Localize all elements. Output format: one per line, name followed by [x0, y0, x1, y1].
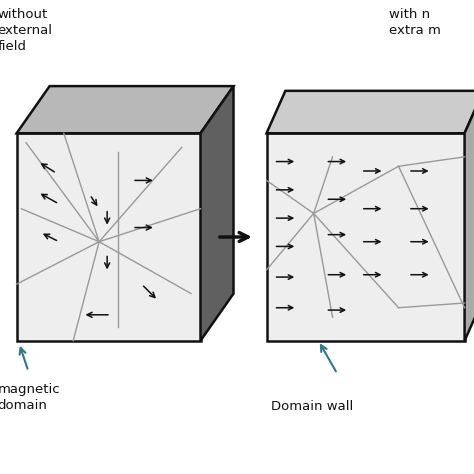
Polygon shape: [266, 133, 465, 341]
Text: Domain wall: Domain wall: [271, 400, 354, 413]
Text: without
external
field: without external field: [0, 9, 53, 53]
Polygon shape: [201, 86, 234, 341]
Polygon shape: [266, 91, 474, 133]
Text: magnetic
domain: magnetic domain: [0, 383, 60, 412]
Polygon shape: [17, 86, 234, 133]
Text: with n
extra m: with n extra m: [389, 9, 441, 37]
Polygon shape: [17, 133, 201, 341]
Polygon shape: [465, 91, 474, 341]
